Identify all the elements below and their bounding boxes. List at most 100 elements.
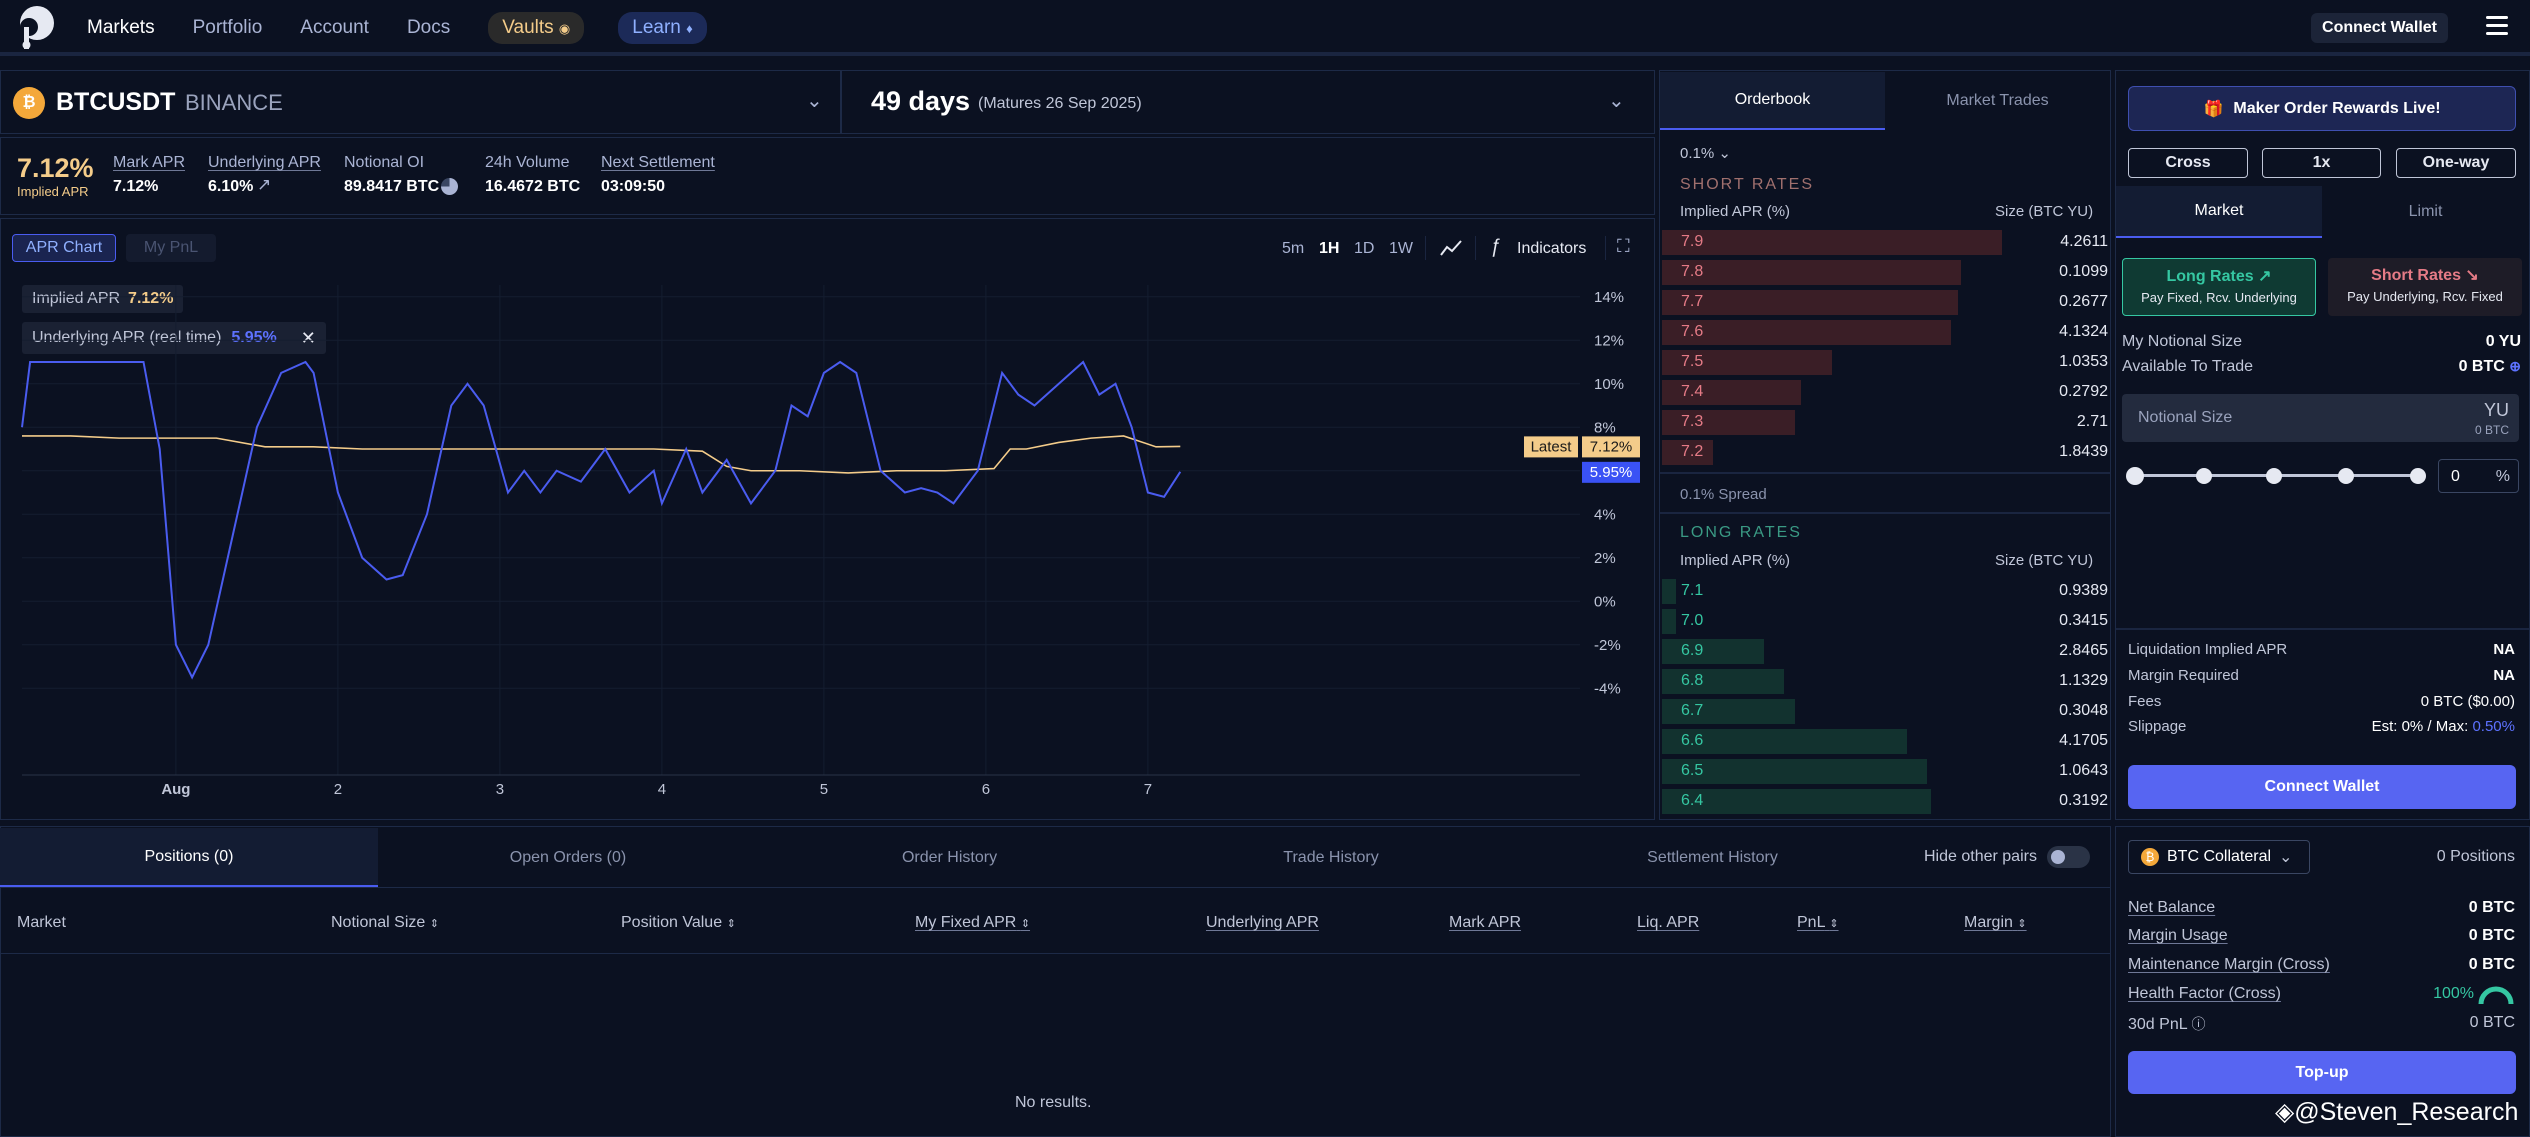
col-liq-apr[interactable]: Liq. APR [1637, 914, 1700, 931]
leverage-button[interactable]: 1x [2262, 148, 2381, 178]
nav-learn[interactable]: Learn ♦ [618, 12, 707, 44]
short-rates-button[interactable]: Short Rates ↘ Pay Underlying, Rcv. Fixed [2328, 258, 2522, 316]
short-rate-row[interactable]: 7.8 0.1099 [1662, 258, 2108, 286]
long-rate-row[interactable]: 6.7 0.3048 [1662, 697, 2108, 725]
tab-positions[interactable]: Positions (0) [0, 828, 378, 887]
net-balance-label[interactable]: Net Balance [2128, 899, 2216, 916]
precision-select[interactable]: 0.1% ⌄ [1680, 144, 1731, 162]
short-rate-row[interactable]: 7.2 1.8439 [1662, 438, 2108, 466]
slippage-label: Slippage [2128, 718, 2187, 735]
nav-vaults[interactable]: Vaults ◉ [488, 12, 585, 44]
tab-settlement-history[interactable]: Settlement History [1647, 848, 1778, 866]
timeframe-1d[interactable]: 1D [1354, 240, 1375, 257]
margin-mode-button[interactable]: Cross [2128, 148, 2248, 178]
slider-tick-100[interactable] [2410, 468, 2426, 484]
timeframe-5m[interactable]: 5m [1282, 240, 1305, 257]
tab-my-pnl[interactable]: My PnL [126, 234, 216, 262]
col-pnl[interactable]: PnL ⇕ [1797, 914, 1839, 932]
indicators-button[interactable]: Indicators [1517, 240, 1587, 257]
mark-apr-label[interactable]: Mark APR [113, 154, 186, 171]
indicators-icon[interactable]: ƒ [1490, 236, 1501, 257]
slider-pct-input[interactable]: 0 % [2438, 459, 2519, 493]
logo-icon[interactable] [18, 5, 56, 51]
rate-size: 0.1099 [2059, 263, 2108, 280]
slider-tick-50[interactable] [2266, 468, 2282, 484]
nav-account[interactable]: Account [300, 17, 369, 38]
external-link-icon[interactable]: ↗ [257, 175, 272, 194]
timeframe-1w[interactable]: 1W [1389, 240, 1413, 257]
info-icon[interactable]: ⓘ [2191, 1016, 2206, 1032]
short-rate-row[interactable]: 7.9 4.2611 [1662, 228, 2108, 256]
implied-apr-line[interactable] [22, 435, 1181, 474]
topup-button[interactable]: Top-up [2128, 1051, 2516, 1094]
tab-orderbook[interactable]: Orderbook [1660, 72, 1885, 130]
margin-usage-label[interactable]: Margin Usage [2128, 927, 2228, 944]
maturity-selector[interactable] [841, 70, 1655, 134]
depth-bar [1662, 639, 1764, 664]
slider-handle[interactable] [2126, 467, 2144, 485]
col-mark-apr[interactable]: Mark APR [1449, 914, 1522, 931]
latest-underlying-value: 5.95% [1590, 464, 1633, 481]
short-rate-row[interactable]: 7.6 4.1324 [1662, 318, 2108, 346]
fullscreen-icon[interactable]: ⛶ [1617, 236, 1630, 256]
col-size: Size (BTC YU) [1995, 203, 2094, 220]
chevron-down-icon[interactable]: ⌄ [1608, 90, 1625, 112]
long-rate-row[interactable]: 6.5 1.0643 [1662, 757, 2108, 785]
short-rate-row[interactable]: 7.5 1.0353 [1662, 348, 2108, 376]
slider-tick-25[interactable] [2196, 468, 2212, 484]
col-underlying-apr[interactable]: Underlying APR [1206, 914, 1319, 931]
hide-pairs-toggle[interactable] [2047, 846, 2090, 868]
nav-docs[interactable]: Docs [406, 17, 451, 38]
timeframe-1h[interactable]: 1H [1319, 240, 1340, 257]
maintenance-margin-label[interactable]: Maintenance Margin (Cross) [2128, 956, 2330, 973]
collateral-select[interactable]: ₿ BTC Collateral ⌄ [2128, 840, 2310, 874]
long-rate-row[interactable]: 6.4 0.3192 [1662, 787, 2108, 815]
notional-size-input[interactable]: Notional Size YU 0 BTC [2122, 394, 2519, 442]
long-rate-row[interactable]: 7.0 0.3415 [1662, 607, 2108, 635]
connect-wallet-trade-button[interactable]: Connect Wallet [2128, 765, 2516, 809]
next-settlement-label[interactable]: Next Settlement [601, 154, 715, 171]
latest-tag-bg [1524, 436, 1578, 458]
slippage-value-wrap[interactable]: Est: 0% / Max: 0.50% [2372, 718, 2515, 735]
apr-chart[interactable]: 14%12%10%8%6%4%2%0%-2%-4%Aug234567Latest… [0, 270, 1655, 810]
line-chart-icon[interactable] [1440, 238, 1462, 258]
chevron-down-icon: ⌄ [2279, 849, 2293, 866]
col-margin[interactable]: Margin ⇕ [1964, 914, 2027, 932]
short-rate-row[interactable]: 7.4 0.2792 [1662, 378, 2108, 406]
underlying-apr-line[interactable] [21, 360, 1182, 680]
rewards-banner[interactable]: 🎁 Maker Order Rewards Live! [2128, 86, 2516, 131]
hamburger-menu-icon[interactable] [2486, 16, 2508, 36]
direction-button[interactable]: One-way [2396, 148, 2516, 178]
tab-limit[interactable]: Limit [2408, 203, 2443, 220]
chevron-down-icon[interactable]: ⌄ [806, 90, 823, 112]
connect-wallet-button[interactable]: Connect Wallet [2311, 13, 2448, 43]
collateral-label: BTC Collateral [2167, 848, 2272, 865]
long-rate-row[interactable]: 6.6 4.1705 [1662, 727, 2108, 755]
long-rate-row[interactable]: 6.9 2.8465 [1662, 637, 2108, 665]
col-my-fixed-apr[interactable]: My Fixed APR ⇕ [915, 914, 1030, 932]
long-rate-row[interactable]: 6.8 1.1329 [1662, 667, 2108, 695]
info-icon[interactable]: ⊕ [2509, 358, 2521, 374]
long-rates-button[interactable]: Long Rates ↗ Pay Fixed, Rcv. Underlying [2122, 258, 2316, 316]
tab-order-history[interactable]: Order History [901, 848, 998, 866]
col-apr: Implied APR (%) [1680, 552, 1791, 569]
short-rate-row[interactable]: 7.7 0.2677 [1662, 288, 2108, 316]
tab-market[interactable]: Market [2116, 186, 2322, 238]
short-rate-row[interactable]: 7.3 2.71 [1662, 408, 2108, 436]
market-selector[interactable] [0, 70, 841, 134]
margin-req-label: Margin Required [2128, 667, 2239, 684]
health-factor-label[interactable]: Health Factor (Cross) [2128, 985, 2281, 1002]
nav-portfolio[interactable]: Portfolio [192, 17, 263, 38]
tab-apr-chart[interactable]: APR Chart [12, 234, 116, 262]
long-rate-row[interactable]: 7.1 0.9389 [1662, 577, 2108, 605]
tab-open-orders[interactable]: Open Orders (0) [509, 848, 627, 866]
tab-trade-history[interactable]: Trade History [1283, 848, 1379, 866]
col-notional-size[interactable]: Notional Size ⇕ [331, 914, 439, 932]
col-position-value[interactable]: Position Value ⇕ [621, 914, 736, 932]
close-icon[interactable]: ✕ [300, 327, 316, 348]
nav-markets[interactable]: Markets [87, 17, 155, 38]
tab-market-trades[interactable]: Market Trades [1946, 92, 2049, 109]
underlying-apr-label[interactable]: Underlying APR [208, 154, 321, 171]
slider-tick-75[interactable] [2338, 468, 2354, 484]
unit-top[interactable]: YU [2483, 400, 2509, 420]
